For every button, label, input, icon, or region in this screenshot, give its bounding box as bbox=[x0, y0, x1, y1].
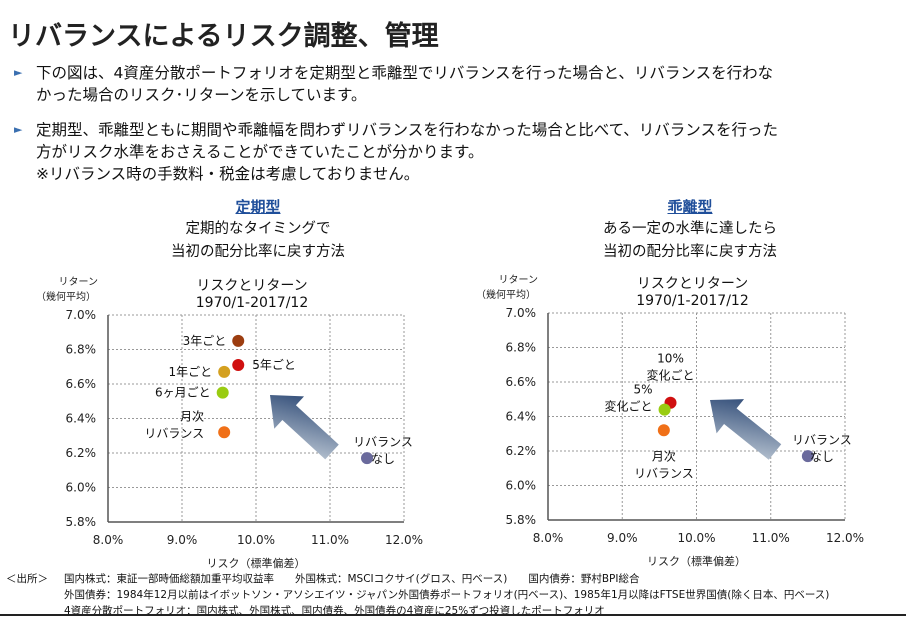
point-label: リバランス bbox=[634, 466, 694, 480]
arrow-icon bbox=[270, 395, 339, 460]
point-label: 5年ごと bbox=[252, 357, 296, 372]
bullet-line: かった場合のリスク･リターンを示しています。 bbox=[36, 86, 367, 104]
point-label: なし bbox=[810, 450, 834, 464]
y-axis-label: （幾何平均） bbox=[36, 290, 96, 303]
y-axis-label: （幾何平均） bbox=[476, 288, 536, 301]
source-label: ＜出所＞ bbox=[6, 573, 48, 585]
x-tick-label: 10.0% bbox=[237, 533, 275, 547]
arrow-shape bbox=[270, 395, 339, 460]
y-tick-label: 7.0% bbox=[506, 306, 537, 320]
x-tick-label: 8.0% bbox=[93, 533, 124, 547]
point-label: 変化ごと bbox=[647, 368, 695, 383]
panel-desc-deviation: ある一定の水準に達したら 当初の配分比率に戻す方法 bbox=[603, 218, 777, 264]
y-tick-label: 6.4% bbox=[66, 412, 97, 426]
y-tick-label: 6.2% bbox=[506, 444, 537, 458]
data-point bbox=[218, 365, 231, 378]
source-line: 外国債券：1984年12月以前はイボットソン・アソシエイツ・ジャパン外国債券ポー… bbox=[64, 589, 830, 601]
point-label: リバランス bbox=[144, 426, 204, 440]
data-point bbox=[232, 334, 245, 347]
triangle-bullet-icon: ► bbox=[14, 123, 23, 136]
x-tick-label: 11.0% bbox=[311, 533, 349, 547]
arrow-icon bbox=[710, 399, 782, 460]
bottom-divider bbox=[0, 614, 906, 616]
x-axis-label: リスク（標準偏差） bbox=[207, 556, 306, 570]
bullet-line: ※リバランス時の手数料・税金は考慮しておりません。 bbox=[36, 165, 420, 183]
chart-subtitle: 1970/1-2017/12 bbox=[636, 293, 748, 309]
y-tick-label: 7.0% bbox=[66, 308, 97, 322]
y-tick-label: 6.4% bbox=[506, 410, 537, 424]
y-axis-label: リターン bbox=[59, 276, 99, 288]
panel-heading-periodic: 定期型 bbox=[235, 198, 281, 216]
y-tick-label: 6.6% bbox=[506, 375, 537, 389]
data-point bbox=[657, 424, 670, 437]
y-axis-label: リターン bbox=[499, 274, 539, 286]
desc-line: ある一定の水準に達したら bbox=[603, 221, 777, 237]
data-point bbox=[658, 403, 671, 416]
point-label: リバランス bbox=[353, 435, 413, 449]
x-tick-label: 12.0% bbox=[385, 533, 423, 547]
panel-heading-deviation: 乖離型 bbox=[667, 198, 713, 216]
desc-line: 当初の配分比率に戻す方法 bbox=[603, 244, 777, 260]
point-label: リバランス bbox=[792, 433, 852, 447]
y-tick-label: 5.8% bbox=[66, 515, 97, 529]
data-point bbox=[361, 452, 373, 465]
panel-desc-periodic: 定期的なタイミングで 当初の配分比率に戻す方法 bbox=[171, 218, 345, 264]
point-label: 5% bbox=[634, 383, 653, 397]
x-tick-label: 11.0% bbox=[752, 531, 790, 545]
y-tick-label: 6.8% bbox=[66, 343, 97, 357]
y-tick-label: 6.6% bbox=[66, 377, 97, 391]
x-axis-label: リスク（標準偏差） bbox=[647, 554, 746, 568]
chart-title: リスクとリターン bbox=[637, 276, 748, 292]
source-line: 4資産分散ポートフォリオ：国内株式、外国株式、国内債券、外国債券の4資産に25%… bbox=[64, 605, 605, 617]
data-point bbox=[216, 386, 229, 399]
data-point bbox=[218, 426, 231, 439]
x-tick-label: 12.0% bbox=[826, 531, 864, 545]
y-tick-label: 6.8% bbox=[506, 341, 537, 355]
y-tick-label: 6.2% bbox=[66, 446, 97, 460]
arrow-shape bbox=[710, 399, 782, 460]
chart-title: リスクとリターン bbox=[196, 278, 307, 294]
bullet-line: 定期型、乖離型ともに期間や乖離幅を問わずリバランスを行わなかった場合と比べて、リ… bbox=[36, 121, 778, 139]
page-title: リバランスによるリスク調整、管理 bbox=[8, 21, 439, 52]
point-label: 月次 bbox=[652, 449, 676, 463]
point-label: 1年ごと bbox=[169, 364, 213, 379]
x-tick-label: 8.0% bbox=[533, 531, 564, 545]
data-point bbox=[232, 359, 245, 372]
point-label: 変化ごと bbox=[605, 399, 653, 414]
y-tick-label: 6.0% bbox=[506, 479, 537, 493]
point-label: 10% bbox=[657, 352, 684, 366]
desc-line: 当初の配分比率に戻す方法 bbox=[171, 244, 345, 260]
data-point bbox=[801, 450, 814, 463]
source-line: 国内株式：東証一部時価総額加重平均収益率 外国株式：MSCIコクサイ(グロス、円… bbox=[64, 573, 640, 585]
chart-subtitle: 1970/1-2017/12 bbox=[196, 295, 308, 311]
desc-line: 定期的なタイミングで bbox=[185, 221, 331, 237]
bullet-line: 方がリスク水準をおさえることができていたことが分かります。 bbox=[36, 143, 484, 161]
bullet-1: ► 下の図は、4資産分散ポートフォリオを定期型と乖離型でリバランスを行った場合と… bbox=[14, 62, 774, 106]
y-tick-label: 5.8% bbox=[506, 513, 537, 527]
bullet-2: ► 定期型、乖離型ともに期間や乖離幅を問わずリバランスを行わなかった場合と比べて… bbox=[14, 119, 778, 185]
x-tick-label: 10.0% bbox=[677, 531, 715, 545]
y-tick-label: 6.0% bbox=[66, 481, 97, 495]
triangle-bullet-icon: ► bbox=[14, 66, 23, 79]
x-tick-label: 9.0% bbox=[607, 531, 638, 545]
point-label: 月次 bbox=[180, 409, 204, 423]
point-label: 6ヶ月ごと bbox=[155, 385, 211, 400]
source-notes: 国内株式：東証一部時価総額加重平均収益率 外国株式：MSCIコクサイ(グロス、円… bbox=[64, 571, 829, 619]
point-label: なし bbox=[371, 452, 395, 466]
x-tick-label: 9.0% bbox=[167, 533, 198, 547]
bullet-line: 下の図は、4資産分散ポートフォリオを定期型と乖離型でリバランスを行った場合と、リ… bbox=[36, 64, 774, 82]
point-label: 3年ごと bbox=[183, 333, 227, 348]
